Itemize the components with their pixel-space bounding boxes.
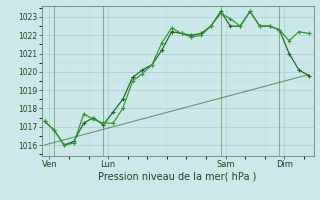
X-axis label: Pression niveau de la mer( hPa ): Pression niveau de la mer( hPa ) [99,172,257,182]
